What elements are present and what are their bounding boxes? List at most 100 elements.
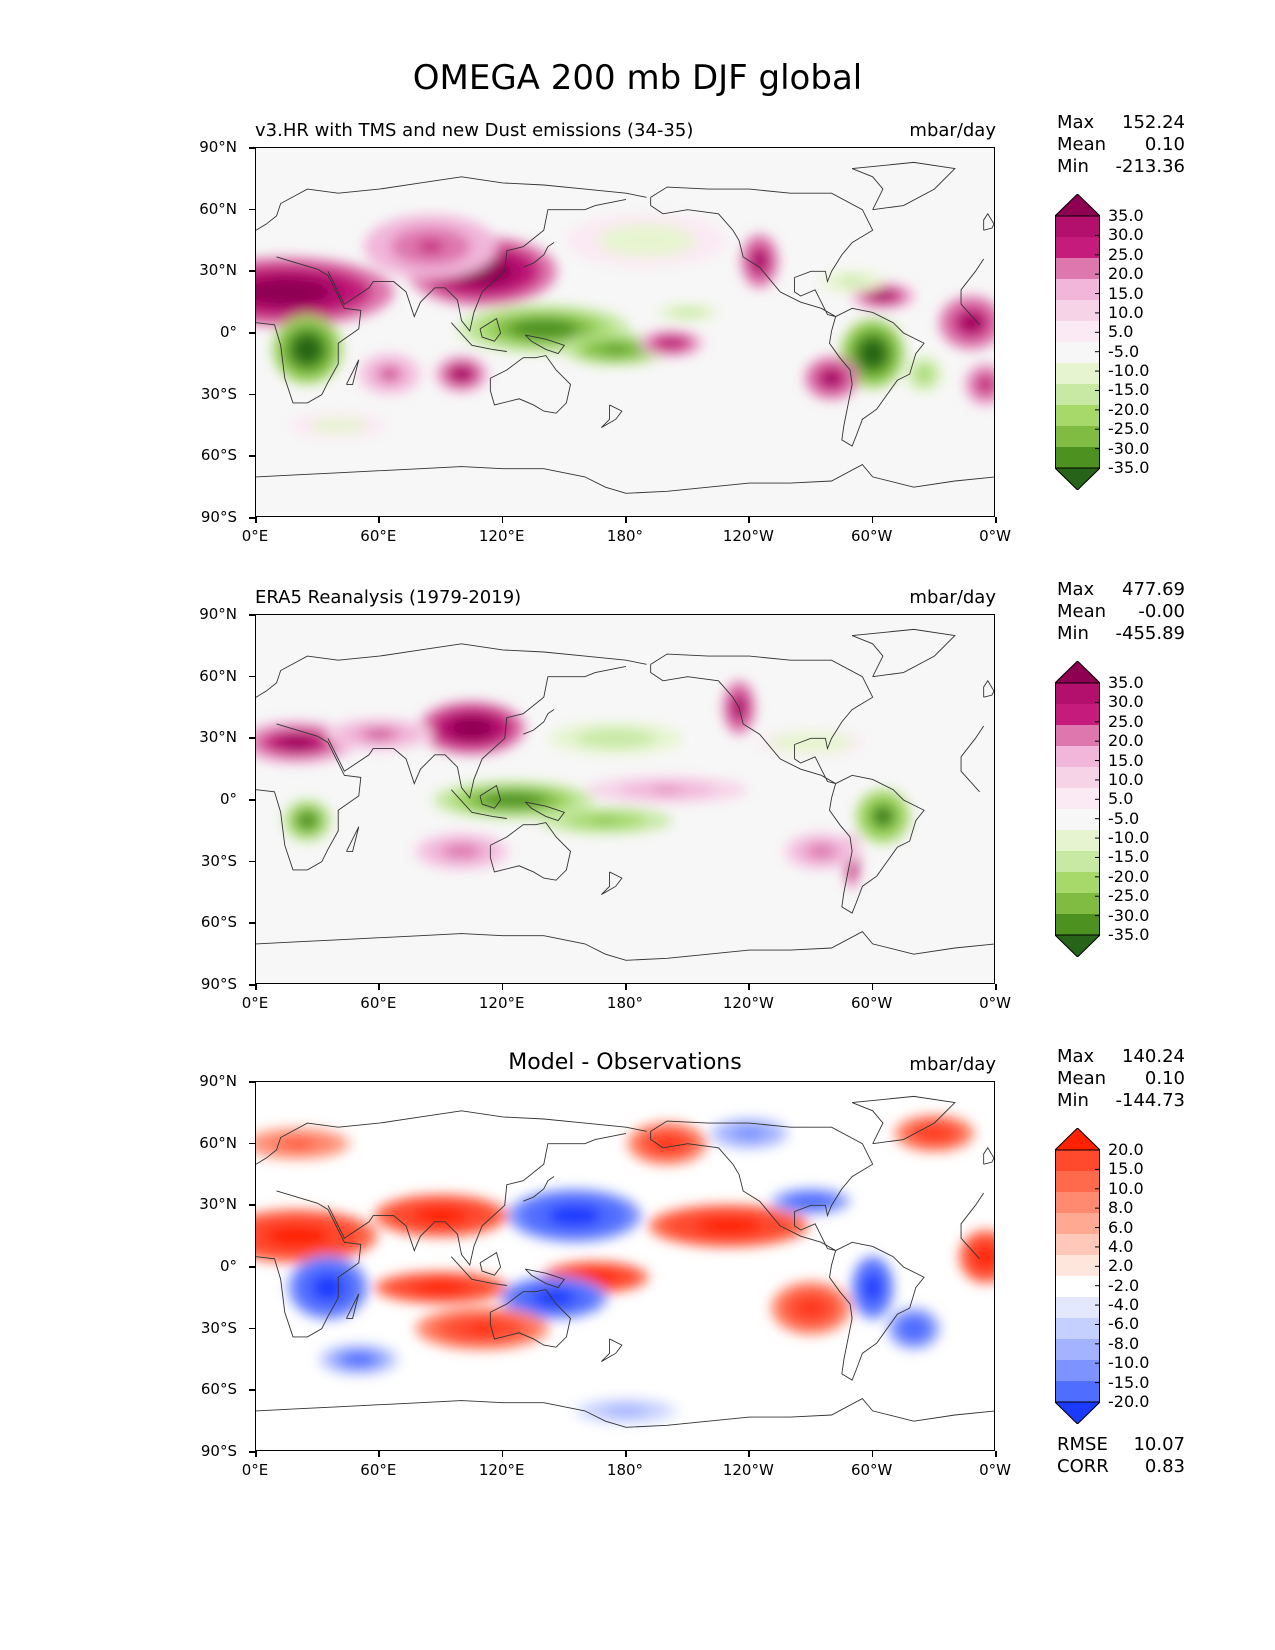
max-label: Max <box>1057 579 1095 600</box>
contour-blob <box>651 787 684 793</box>
colorbar-tick-label: 30.0 <box>1108 225 1144 245</box>
lon-tick-label: 120°E <box>478 994 525 1012</box>
colorbar-tick-label: 10.0 <box>1108 302 1144 322</box>
coastline <box>960 258 985 326</box>
lon-tick <box>501 984 504 990</box>
lon-tick-label: 60°W <box>850 994 893 1012</box>
panel-model: v3.HR with TMS and new Dust emissions (3… <box>0 112 1275 590</box>
colorbar-segment <box>1055 426 1100 448</box>
lon-tick-label: 0°W <box>979 1461 1011 1479</box>
colorbar <box>1055 1128 1100 1424</box>
min-value: -213.36 <box>1115 156 1185 177</box>
contour-blob <box>802 1198 820 1204</box>
colorbar-segment <box>1055 746 1100 768</box>
coastline <box>650 653 874 784</box>
contour-blob <box>328 422 348 429</box>
lat-tick <box>249 799 255 801</box>
colorbar-tick-label: -15.0 <box>1108 1372 1150 1392</box>
coastline <box>851 1095 956 1145</box>
units-label: mbar/day <box>909 587 996 608</box>
colorbar-tick-label: 20.0 <box>1108 731 1144 751</box>
lat-tick-label: 60°N <box>199 666 237 685</box>
lat-tick-label: 60°N <box>199 1133 237 1152</box>
contour-blob <box>826 373 837 383</box>
rmse-value: 10.07 <box>1133 1434 1185 1455</box>
contour-blob <box>908 1324 920 1333</box>
contour-blob <box>681 310 695 315</box>
lon-tick-label: 120°W <box>722 1461 774 1479</box>
lon-tick <box>748 984 750 990</box>
contour-blob <box>981 380 990 389</box>
lat-tick <box>249 614 255 616</box>
coastline <box>960 725 985 793</box>
stats-block: Max 477.69 Mean -0.00 Min -455.89 <box>1057 579 1185 645</box>
colorbar-segment <box>1055 1276 1100 1298</box>
lat-tick <box>249 860 255 863</box>
lat-tick <box>249 208 255 211</box>
lon-tick-label: 0°W <box>979 994 1011 1012</box>
colorbar-segment <box>1055 872 1100 894</box>
contour-blob <box>802 1302 820 1314</box>
coastline <box>346 359 360 385</box>
colorbar-tick-label: -10.0 <box>1108 828 1150 848</box>
lat-tick-label: 0° <box>219 790 237 808</box>
coastline <box>983 1146 994 1165</box>
contour-blob <box>712 1221 745 1231</box>
coastline <box>327 198 627 332</box>
lon-tick-label: 120°E <box>478 1461 525 1479</box>
mean-label: Mean <box>1057 601 1107 622</box>
contour-blob <box>866 346 880 361</box>
mean-value: 0.10 <box>1144 1068 1185 1089</box>
stats-block: Max 152.24 Mean 0.10 Min -213.36 <box>1057 112 1185 178</box>
coastline <box>650 186 874 317</box>
colorbar-segment <box>1055 258 1100 280</box>
lat-tick-label: 90°S <box>200 1442 237 1460</box>
colorbar-segment <box>1055 725 1100 747</box>
contour-blob <box>980 1251 992 1263</box>
contour-blob <box>368 731 391 738</box>
coastline <box>829 774 925 914</box>
contour-blob <box>265 284 309 299</box>
coastline <box>524 1268 566 1289</box>
mean-value: 0.10 <box>1144 134 1185 155</box>
lon-tick <box>378 1451 380 1457</box>
coastline <box>479 1251 502 1276</box>
colorbar-segment <box>1055 342 1100 364</box>
lat-tick-label: 60°S <box>200 446 237 465</box>
colorbar-segment <box>1055 363 1100 385</box>
min-label: Min <box>1057 623 1089 644</box>
colorbar-segment <box>1055 237 1100 259</box>
colorbar-segment <box>1055 321 1100 343</box>
lon-tick <box>871 1451 874 1457</box>
max-value: 140.24 <box>1122 1046 1185 1067</box>
lat-tick-label: 60°S <box>200 913 237 932</box>
coastline <box>256 1397 994 1428</box>
contour-blob <box>592 817 619 824</box>
lon-tick <box>995 517 997 523</box>
colorbar-segment <box>1055 1150 1100 1172</box>
lat-tick <box>249 922 255 924</box>
coastline <box>983 679 994 698</box>
contour-blob <box>659 1139 676 1148</box>
lat-tick <box>249 517 255 519</box>
colorbar-tick-label: -25.0 <box>1108 419 1150 439</box>
coastline <box>450 789 507 819</box>
coastline <box>829 1241 925 1381</box>
lat-tick-label: 90°N <box>199 605 237 623</box>
colorbar-segment <box>1055 1192 1100 1214</box>
coastline <box>960 1192 985 1260</box>
colorbar-tick-label: 30.0 <box>1108 692 1144 712</box>
lon-tick <box>625 984 627 990</box>
colorbar-tick-label: 35.0 <box>1108 206 1144 225</box>
colorbar-segment <box>1055 683 1100 705</box>
max-label: Max <box>1057 1046 1095 1067</box>
colorbar-segment <box>1055 1318 1100 1340</box>
colorbar-segment <box>1055 216 1100 238</box>
lat-tick <box>249 675 255 678</box>
metrics-block: RMSE 10.07 CORR 0.83 <box>1057 1434 1185 1478</box>
coastline <box>523 242 555 268</box>
lon-tick-label: 180° <box>606 994 644 1012</box>
coastline <box>524 801 566 822</box>
colorbar-extend-max <box>1055 1128 1100 1151</box>
contour-blob <box>319 1281 336 1294</box>
